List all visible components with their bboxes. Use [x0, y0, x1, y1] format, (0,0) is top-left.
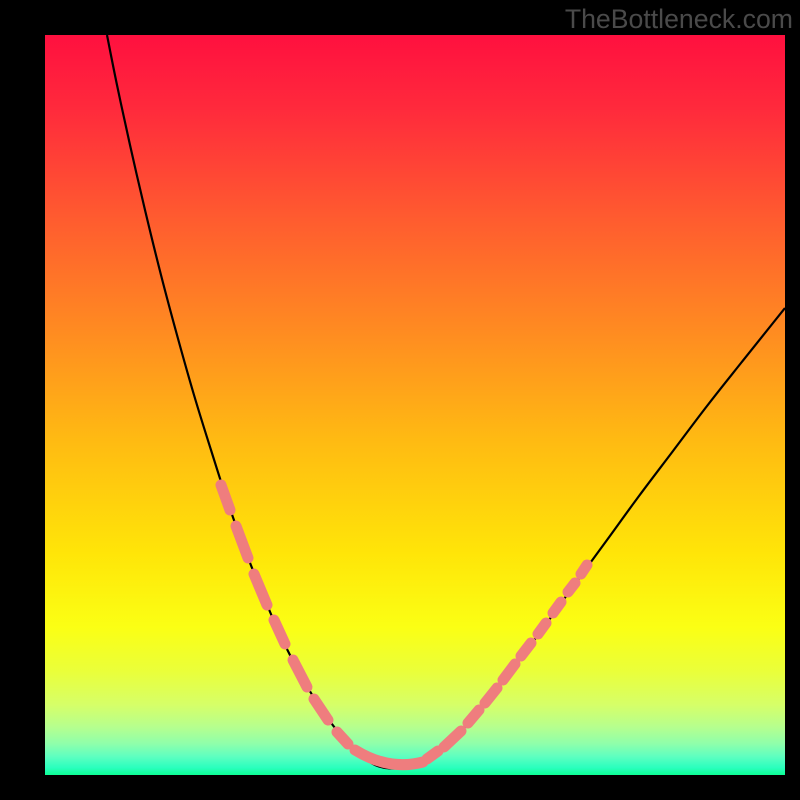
dash-segment: [538, 623, 546, 634]
chart-svg: [0, 0, 800, 800]
dash-segment: [427, 751, 438, 759]
dash-segment: [568, 583, 575, 592]
plot-area: [45, 35, 785, 775]
gradient-background: [45, 35, 785, 775]
dash-segment: [553, 602, 561, 613]
chart-stage: TheBottleneck.com: [0, 0, 800, 800]
watermark-text: TheBottleneck.com: [565, 4, 793, 35]
dash-segment: [581, 565, 587, 574]
